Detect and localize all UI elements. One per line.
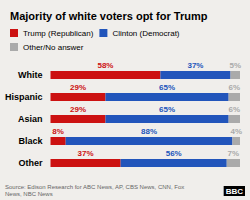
svg-text:5%: 5% [229, 61, 241, 70]
svg-text:Clinton (Democrat): Clinton (Democrat) [112, 29, 179, 38]
svg-text:6%: 6% [229, 83, 241, 92]
svg-text:Hispanic: Hispanic [5, 92, 43, 102]
svg-text:Other: Other [18, 158, 43, 168]
svg-text:37%: 37% [78, 149, 94, 158]
svg-text:Black: Black [18, 136, 43, 146]
svg-text:Asian: Asian [18, 114, 43, 124]
svg-text:37%: 37% [187, 61, 203, 70]
svg-text:Source: Edison Research for AB: Source: Edison Research for ABC News, AP… [5, 184, 186, 190]
svg-text:4%: 4% [230, 127, 242, 136]
svg-text:Majority of white voters opt f: Majority of white voters opt for Trump [10, 10, 208, 22]
svg-text:58%: 58% [97, 61, 113, 70]
svg-text:65%: 65% [159, 105, 175, 114]
svg-text:Trump (Republican): Trump (Republican) [23, 29, 94, 38]
svg-text:News, NBC News: News, NBC News [5, 191, 53, 197]
svg-text:6%: 6% [229, 105, 241, 114]
svg-text:7%: 7% [228, 149, 240, 158]
svg-text:65%: 65% [159, 83, 175, 92]
svg-text:29%: 29% [70, 83, 86, 92]
svg-text:29%: 29% [70, 105, 86, 114]
svg-text:56%: 56% [166, 149, 182, 158]
svg-text:Other/No answer: Other/No answer [23, 43, 84, 52]
svg-text:88%: 88% [141, 127, 157, 136]
svg-text:BBC: BBC [226, 187, 244, 196]
svg-text:White: White [18, 70, 43, 80]
svg-text:8%: 8% [52, 127, 64, 136]
